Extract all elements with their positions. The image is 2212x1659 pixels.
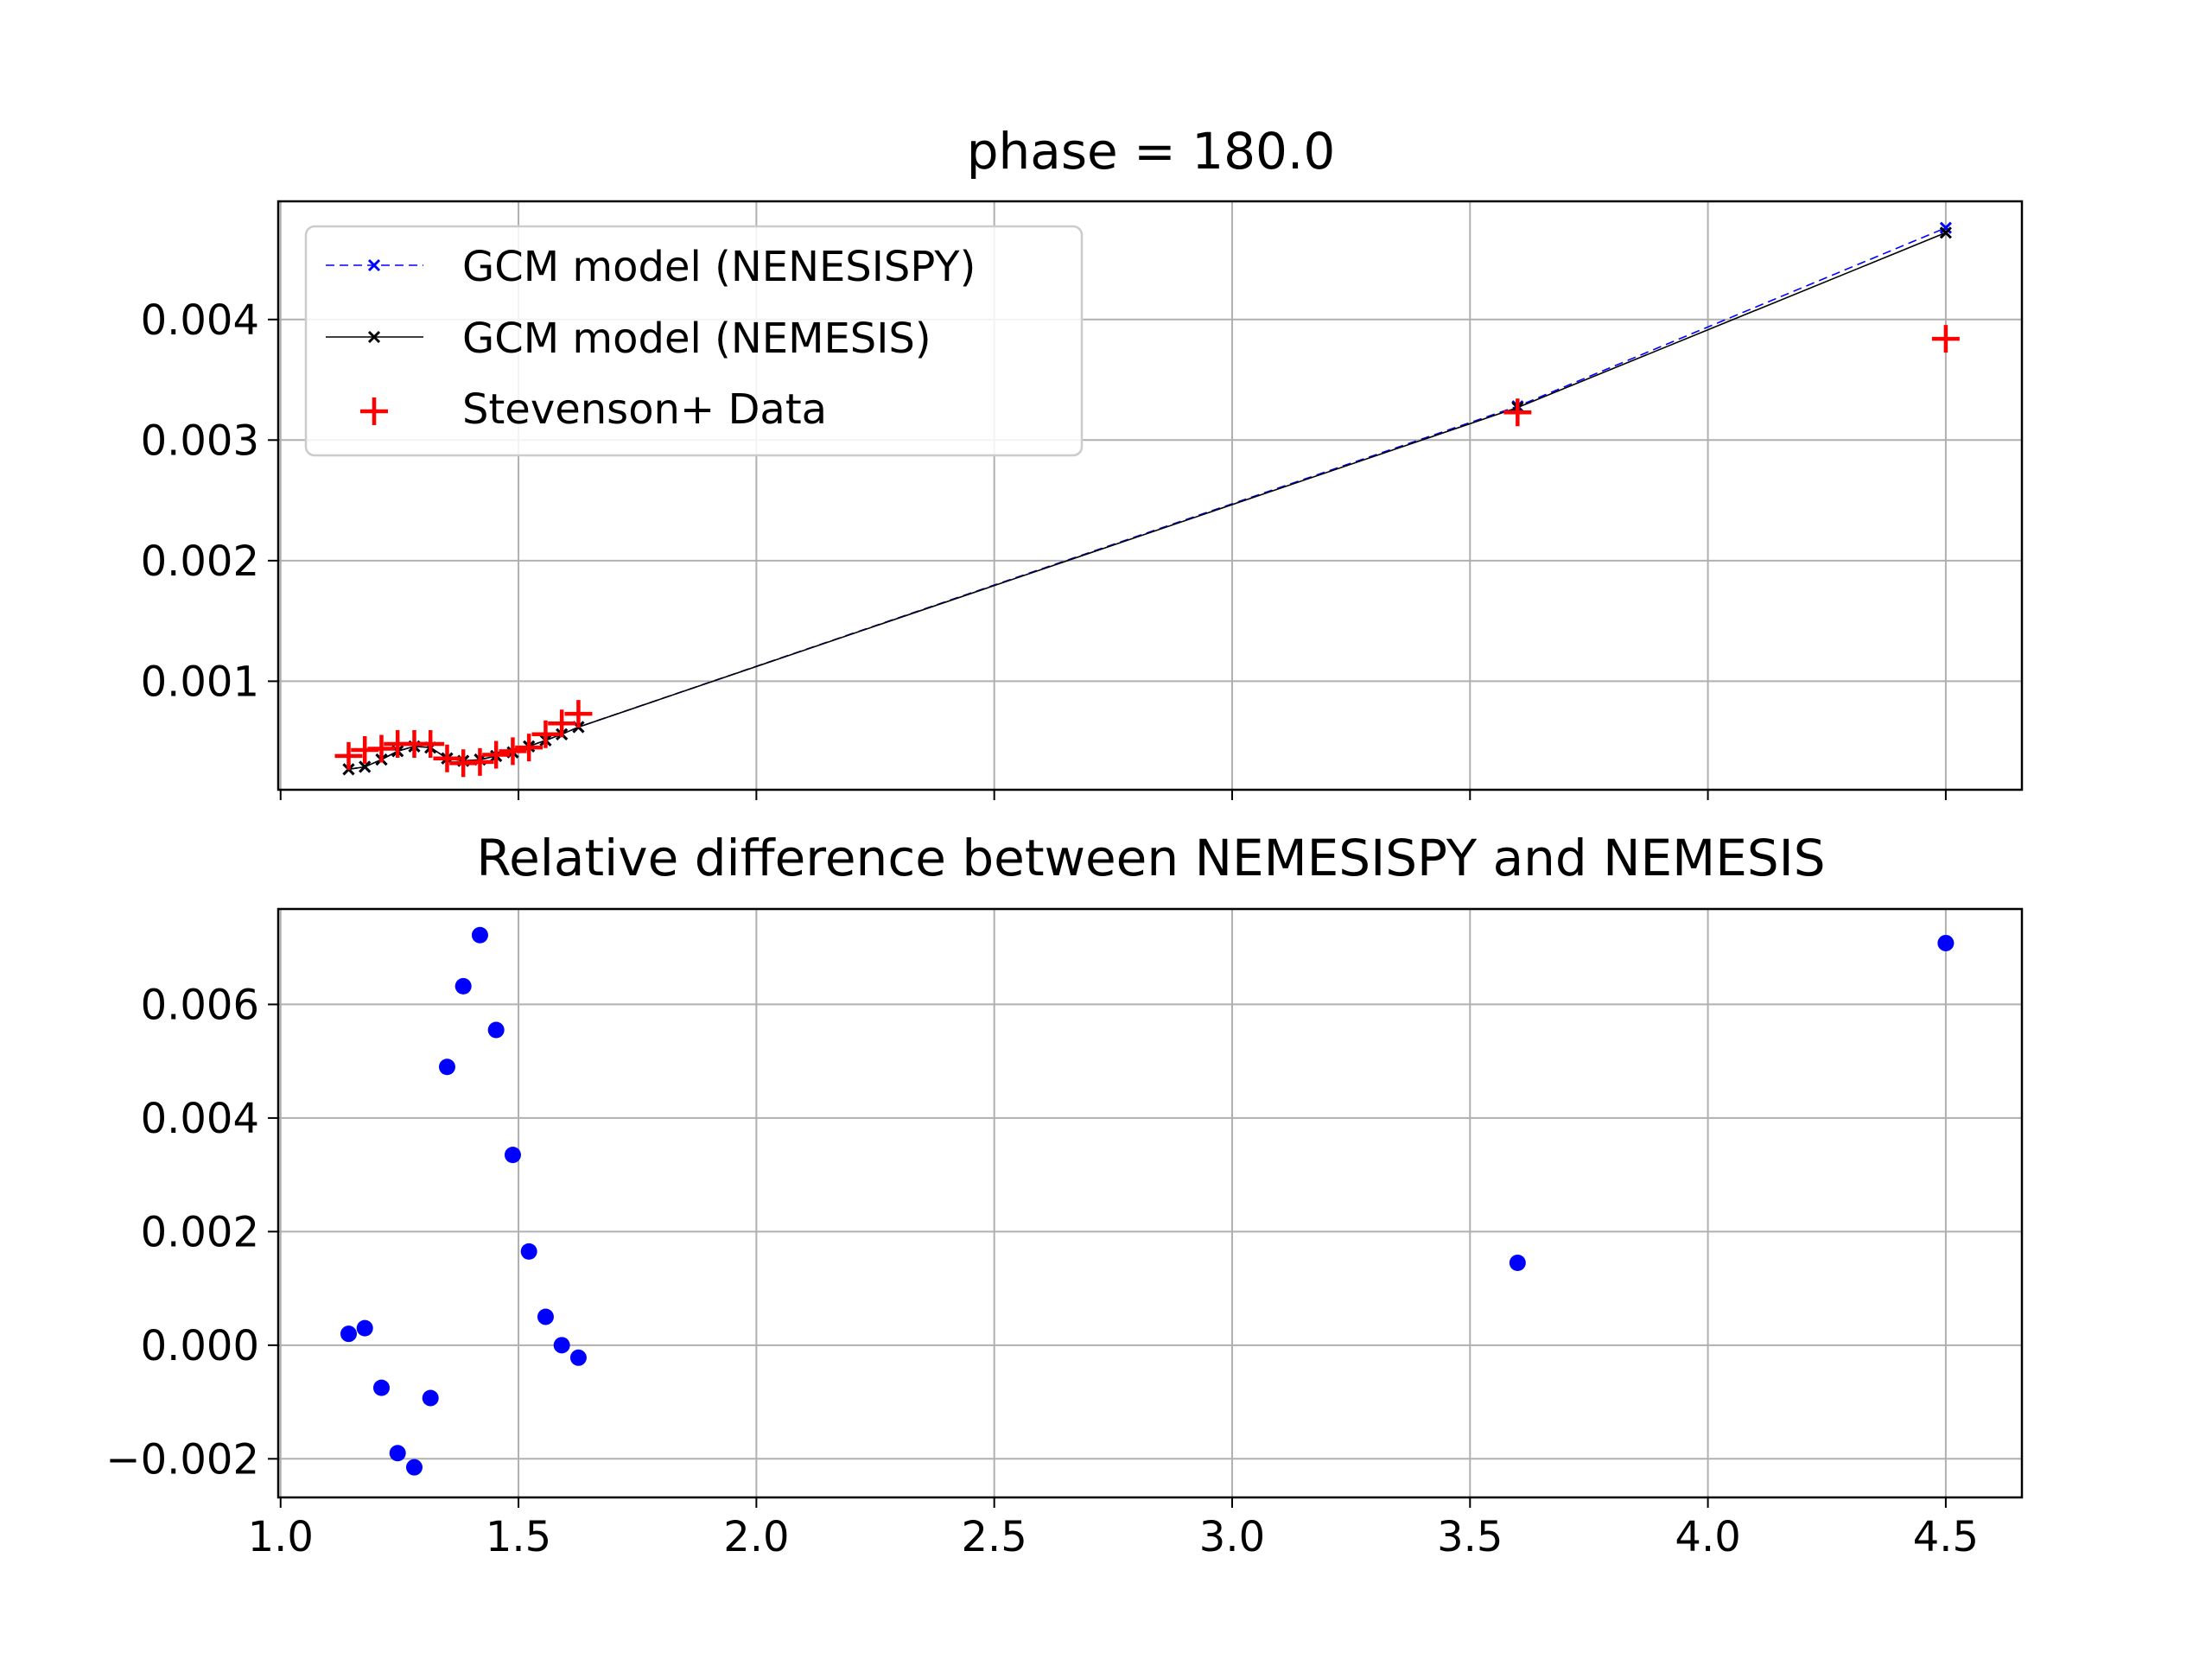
data-point-relative-difference: [504, 1147, 521, 1164]
top-series-layer: [334, 221, 1960, 778]
legend-item-stevenson: Stevenson+ Data: [360, 385, 827, 434]
legend: GCM model (NENESISPY) GCM model (NEMESIS…: [304, 225, 1084, 457]
bottom-ticks: 1.0 1.5 2.0 2.5 3.0 3.5 4.0 4.5 −0.002 0.000 0.002…: [105, 981, 1979, 1561]
data-point-nenesispy: [1939, 221, 1952, 234]
top-y-tick-label: 0.004: [141, 296, 259, 345]
legend-item-nemesis: GCM model (NEMESIS): [326, 315, 931, 363]
top-grid: [278, 201, 2022, 790]
data-point-relative-difference: [1509, 1255, 1526, 1272]
top-panel: phase = 180.0 0.001 0.002 0.003 0.004 GCM m…: [141, 122, 2024, 800]
data-point-stevenson: [433, 744, 461, 772]
bottom-x-tick-label: 3.5: [1437, 1513, 1503, 1561]
data-point-relative-difference: [553, 1337, 570, 1354]
bottom-axes-frame: [276, 907, 2024, 1499]
data-point-stevenson: [531, 720, 560, 748]
data-point-relative-difference: [537, 1308, 554, 1325]
bottom-y-tick-label: 0.002: [141, 1208, 259, 1256]
data-point-nemesis: [359, 760, 372, 773]
data-point-relative-difference: [422, 1389, 439, 1407]
top-panel-title: phase = 180.0: [967, 122, 1336, 181]
data-point-relative-difference: [372, 1379, 390, 1396]
data-point-relative-difference: [356, 1319, 373, 1337]
data-point-stevenson: [416, 729, 445, 758]
bottom-x-tick-label: 2.5: [962, 1513, 1027, 1561]
bottom-x-tick-label: 2.0: [723, 1513, 789, 1561]
bottom-y-tick-label: 0.006: [141, 981, 259, 1029]
data-point-stevenson: [1503, 398, 1532, 427]
top-y-tick-label: 0.003: [141, 416, 259, 465]
data-point-relative-difference: [487, 1021, 505, 1039]
top-y-tick-label: 0.001: [141, 658, 259, 706]
data-point-stevenson: [564, 700, 593, 728]
legend-item-nenesispy: GCM model (NENESISPY): [326, 243, 976, 291]
bottom-grid: [278, 909, 2022, 1497]
bottom-x-tick-label: 4.0: [1675, 1513, 1740, 1561]
data-point-stevenson: [482, 741, 511, 769]
data-point-relative-difference: [340, 1325, 357, 1343]
bottom-x-tick-label: 3.0: [1199, 1513, 1265, 1561]
data-point-relative-difference: [1937, 934, 1955, 951]
data-point-relative-difference: [454, 977, 472, 995]
data-point-relative-difference: [389, 1445, 406, 1462]
bottom-x-tick-label: 1.0: [248, 1513, 314, 1561]
data-point-relative-difference: [569, 1349, 587, 1366]
bottom-panel: Relative difference between NEMESISPY an…: [105, 829, 2024, 1561]
top-axes-frame: [276, 200, 2024, 791]
bottom-y-tick-label: 0.004: [141, 1095, 259, 1143]
legend-label-stevenson: Stevenson+ Data: [462, 385, 827, 434]
data-point-nemesis: [1939, 226, 1952, 239]
data-point-relative-difference: [438, 1058, 455, 1076]
bottom-panel-title: Relative difference between NEMESISPY an…: [476, 829, 1825, 887]
data-point-relative-difference: [405, 1459, 423, 1476]
legend-box: [304, 225, 1084, 457]
data-point-stevenson: [367, 734, 396, 763]
data-point-stevenson: [499, 737, 527, 766]
bottom-x-tick-label: 4.5: [1913, 1513, 1979, 1561]
legend-marker-plus-red: [360, 397, 388, 425]
bottom-y-tick-label: −0.002: [105, 1435, 259, 1484]
data-point-stevenson: [1931, 325, 1960, 353]
top-ticks: 0.001 0.002 0.003 0.004: [141, 296, 1947, 800]
data-point-stevenson: [548, 709, 576, 738]
top-y-tick-label: 0.002: [141, 537, 259, 586]
legend-label-nenesispy: GCM model (NENESISPY): [462, 243, 976, 291]
data-point-stevenson: [334, 741, 363, 770]
bottom-series-layer: [340, 926, 1955, 1476]
legend-marker-x-black: [367, 330, 381, 344]
legend-label-nemesis: GCM model (NEMESIS): [462, 315, 931, 363]
data-point-stevenson: [466, 747, 494, 776]
data-point-relative-difference: [520, 1243, 537, 1260]
data-point-stevenson: [515, 734, 543, 762]
data-point-relative-difference: [471, 926, 488, 944]
legend-marker-x-blue: [367, 258, 381, 272]
bottom-y-tick-label: 0.000: [141, 1322, 259, 1370]
bottom-x-tick-label: 1.5: [486, 1513, 551, 1561]
